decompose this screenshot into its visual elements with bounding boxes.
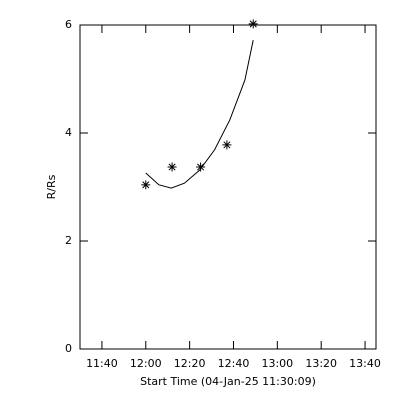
- asterisk-point: [196, 162, 206, 172]
- x-tick-label: 11:40: [86, 357, 118, 370]
- y-tick-label: 2: [65, 234, 72, 247]
- x-tick-label: 13:20: [305, 357, 337, 370]
- y-tick-label: 0: [65, 342, 72, 355]
- y-axis-label: R/Rs: [45, 174, 58, 199]
- x-tick-label: 13:00: [261, 357, 293, 370]
- fit-curve: [145, 40, 254, 189]
- x-tick-label: 12:20: [174, 357, 206, 370]
- x-axis-label: Start Time (04-Jan-25 11:30:09): [140, 375, 316, 388]
- x-tick-label: 13:40: [349, 357, 381, 370]
- x-tick-label: 12:40: [218, 357, 250, 370]
- x-tick-label: 12:00: [130, 357, 162, 370]
- y-tick-label: 6: [65, 18, 72, 31]
- plot-frame: [79, 24, 377, 350]
- asterisk-point: [167, 162, 177, 172]
- asterisk-point: [141, 180, 151, 190]
- asterisk-point: [222, 140, 232, 150]
- asterisk-point: [248, 19, 258, 29]
- y-tick-label: 4: [65, 126, 72, 139]
